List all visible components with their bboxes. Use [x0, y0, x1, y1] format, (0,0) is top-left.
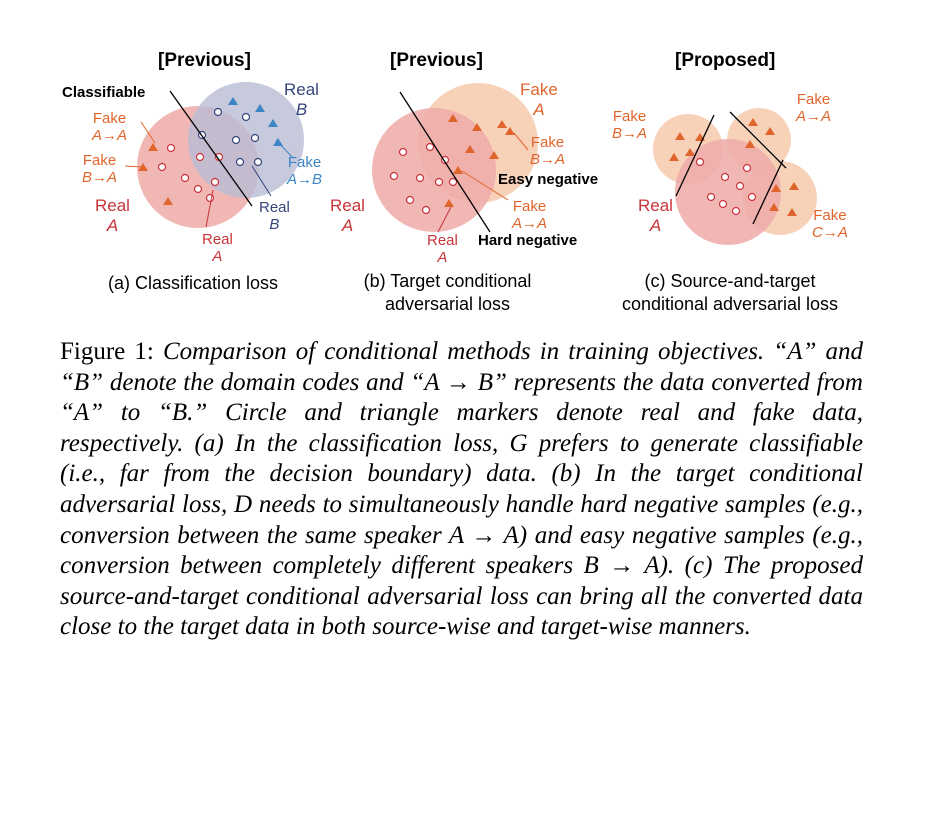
panel-a-header: [Previous] [158, 50, 251, 71]
panel-c-caption-line1: (c) Source-and-target [644, 271, 816, 291]
fake-ab-triangle-markers [228, 97, 283, 146]
real-a-bottom-line1: Real [202, 231, 233, 248]
real-a-line1: Real [638, 196, 673, 215]
real-b-top-line1: Real [284, 80, 319, 99]
fake-ba-line2: B→A [530, 151, 566, 168]
fake-aa-line1: Fake [796, 91, 831, 108]
real-a-label: Real A [638, 196, 673, 236]
real-a-left-line2: A [341, 216, 354, 235]
fake-aa-line1: Fake [512, 198, 547, 215]
fake-aa-line2: A→A [92, 127, 128, 144]
real-a-bottom-label: Real A [427, 232, 458, 266]
real-a-region [372, 108, 496, 232]
panel-b: [Previous] Fake A [330, 0, 610, 320]
panel-b-caption-line2: adversarial loss [384, 294, 511, 314]
easy-negative-label: Easy negative [498, 171, 599, 188]
fake-ba-line1: Fake [612, 108, 647, 125]
real-a-left-label: Real A [330, 196, 365, 236]
decision-boundary [169, 90, 253, 207]
fake-ca-label: Fake C→A [812, 207, 848, 241]
real-a-circle-markers [695, 157, 757, 216]
real-b-bottom-line2: B [269, 216, 280, 233]
panel-b-caption-line1: (b) Target conditional [363, 271, 532, 291]
fake-ba-line1: Fake [530, 134, 565, 151]
fake-a-label: Fake A [520, 80, 558, 120]
panel-c: [Proposed] [590, 0, 910, 320]
fake-a-line2: A [533, 100, 545, 119]
real-b-bottom-line1: Real [259, 199, 290, 216]
fake-aa-line2: A→A [796, 108, 832, 125]
fake-a-triangle-markers [444, 114, 515, 207]
fake-ab-line2: A→B [287, 171, 323, 188]
real-a-left-line1: Real [330, 196, 365, 215]
boundary-lines [675, 111, 787, 225]
panel-c-caption: (c) Source-and-target conditional advers… [600, 270, 860, 316]
real-b-top-line2: B [295, 100, 308, 119]
hard-negative-label: Hard negative [478, 232, 578, 249]
fake-ca-line2: C→A [812, 224, 848, 241]
panel-b-caption: (b) Target conditional adversarial loss [340, 270, 555, 316]
fake-aa-label: Fake A→A [796, 91, 831, 125]
real-a-left-label: Real A [95, 196, 130, 236]
real-a-bottom-label: Real A [202, 231, 233, 265]
fake-ba-label: Fake B→A [530, 134, 565, 168]
real-a-bottom-line2: A [437, 249, 448, 266]
fake-aa-label: Fake A→A [92, 110, 127, 144]
fake-ca-line1: Fake [813, 207, 847, 224]
real-a-line2: A [649, 216, 662, 235]
fake-ba-label: Fake B→A [82, 152, 117, 186]
fake-ab-line1: Fake [287, 154, 322, 171]
real-a-bottom-line1: Real [427, 232, 458, 249]
panel-a: [Previous] [0, 0, 330, 300]
panel-a-pointers [124, 121, 294, 228]
real-b-top-label: Real B [284, 80, 319, 120]
real-a-left-line2: A [106, 216, 119, 235]
panel-b-header: [Previous] [390, 50, 483, 71]
fake-aa-line1: Fake [92, 110, 127, 127]
panel-c-header: [Proposed] [675, 50, 776, 71]
real-a-left-line1: Real [95, 196, 130, 215]
panel-b-diagram [372, 83, 538, 233]
fake-ba-line2: B→A [82, 169, 118, 186]
fake-aa-label: Fake A→A [512, 198, 547, 232]
fake-aa-line2: A→A [512, 215, 548, 232]
real-b-circle-markers [197, 107, 263, 167]
real-a-bottom-line2: A [212, 248, 223, 265]
real-a-circle-markers [157, 143, 224, 203]
figure-caption-lead: Figure 1: [60, 338, 163, 365]
panel-a-caption: (a) Classification loss [108, 273, 279, 293]
fake-a-line1: Fake [520, 80, 558, 99]
panel-b-pointers [437, 132, 529, 233]
fake-triangle-markers [669, 118, 799, 216]
panel-c-diagram [653, 108, 817, 245]
panel-c-caption-line2: conditional adversarial loss [621, 294, 839, 314]
decision-boundary [399, 91, 491, 233]
real-b-bottom-label: Real B [259, 199, 290, 233]
fake-ab-label: Fake A→B [287, 154, 322, 188]
fake-ba-label: Fake B→A [612, 108, 647, 142]
figure-caption: Figure 1: Comparison of conditional meth… [60, 337, 863, 643]
panel-a-diagram [124, 82, 304, 228]
fake-ba-line1: Fake [82, 152, 117, 169]
figure-caption-body: Comparison of conditional methods in tra… [60, 338, 864, 641]
fake-ba-line2: B→A [612, 125, 648, 142]
classifiable-label: Classifiable [62, 84, 146, 101]
